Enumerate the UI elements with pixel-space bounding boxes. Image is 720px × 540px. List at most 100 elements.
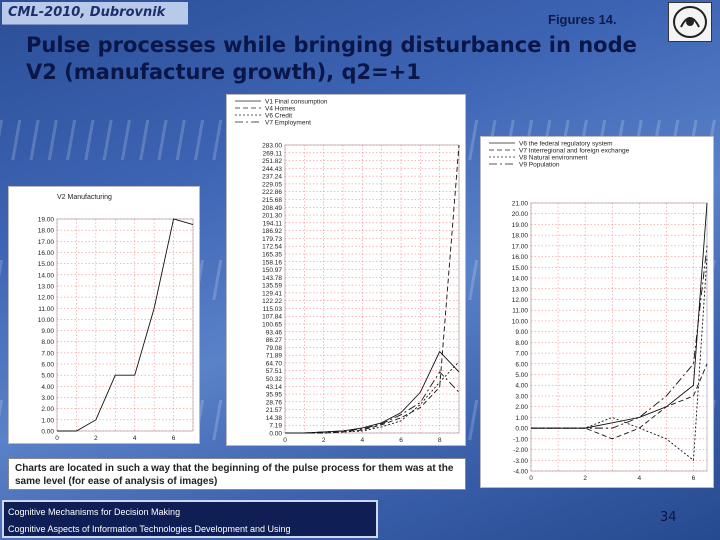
y-tick-label: 122.22: [262, 298, 282, 305]
y-tick-label: 100.65: [262, 322, 282, 329]
x-tick-label: 6: [399, 437, 403, 444]
y-tick-label: 12.00: [512, 297, 529, 304]
figure-label: Figures 14.: [548, 12, 617, 27]
y-tick-label: 57.51: [266, 368, 283, 375]
chart-v1-v4-v6-v7: V1 Final consumption V4 Homes V6 Credit V7 …: [226, 94, 466, 446]
y-tick-label: 10.00: [512, 318, 529, 325]
footer-line-2: Cognitive Aspects of Information Technol…: [8, 524, 291, 534]
y-tick-label: 9.00: [41, 328, 54, 335]
y-tick-label: -2.00: [513, 447, 528, 454]
y-tick-label: 3.00: [41, 395, 54, 402]
x-tick-label: 4: [133, 435, 137, 442]
legend-entry: V6 Credit: [265, 113, 292, 120]
y-tick-label: 0.00: [515, 426, 528, 433]
y-tick-label: 21.57: [266, 407, 283, 414]
y-tick-label: 71.89: [266, 353, 283, 360]
conference-tag: CML-2010, Dubrovnik: [2, 2, 188, 25]
y-tick-label: 93.46: [266, 329, 283, 336]
x-tick-label: 8: [438, 437, 442, 444]
slide-title: Pulse processes while bringing disturban…: [26, 32, 666, 86]
y-tick-label: 283.00: [262, 143, 282, 150]
legend-entry: V8 Natural environment: [519, 155, 587, 162]
page-number: 34: [660, 510, 677, 525]
y-tick-label: 14.00: [512, 276, 529, 283]
y-tick-label: -1.00: [513, 436, 528, 443]
seal-icon: [668, 2, 712, 42]
x-tick-label: 0: [55, 435, 59, 442]
y-tick-label: 19.00: [512, 222, 529, 229]
y-tick-label: 21.00: [512, 201, 529, 208]
series-line: [57, 218, 194, 432]
footer-line-1: Cognitive Mechanisms for Decision Making: [8, 507, 181, 517]
y-tick-label: 3.00: [515, 393, 528, 400]
x-tick-label: 4: [361, 437, 365, 444]
y-tick-label: 17.00: [512, 243, 529, 250]
x-tick-label: 6: [692, 475, 696, 482]
y-tick-label: 0.00: [269, 431, 282, 438]
y-tick-label: 2.00: [515, 404, 528, 411]
y-tick-label: 0.00: [41, 429, 54, 436]
y-tick-label: 172.54: [262, 244, 282, 251]
title-line-2: V2 (manufacture growth), q2=+1: [26, 60, 421, 84]
y-tick-label: 135.59: [262, 283, 282, 290]
y-tick-label: 15.00: [38, 261, 55, 268]
legend-entry: V4 Homes: [265, 106, 296, 113]
y-tick-label: 186.92: [262, 228, 282, 235]
y-tick-label: 150.97: [262, 267, 282, 274]
y-tick-label: 12.00: [38, 295, 55, 302]
y-tick-label: 43.14: [266, 384, 283, 391]
x-tick-label: 0: [283, 437, 287, 444]
y-tick-label: 14.38: [266, 415, 283, 422]
y-tick-label: 269.11: [263, 150, 283, 157]
y-tick-label: 7.19: [269, 423, 282, 430]
y-tick-label: 11.00: [38, 306, 54, 313]
y-tick-label: 8.00: [515, 340, 528, 347]
y-tick-label: 158.16: [262, 259, 282, 266]
y-tick-label: 5.00: [41, 373, 54, 380]
y-tick-label: 1.00: [515, 415, 528, 422]
legend-entry: V7 Interregional and foreign exchange: [519, 148, 630, 155]
y-tick-label: 222.86: [262, 189, 282, 196]
legend-entry: V9 Population: [519, 162, 560, 169]
y-tick-label: 17.00: [38, 239, 55, 246]
y-tick-label: 79.08: [266, 345, 283, 352]
x-tick-label: 6: [172, 435, 176, 442]
y-tick-label: -3.00: [513, 458, 528, 465]
y-tick-label: 215.68: [262, 197, 282, 204]
y-tick-label: 4.00: [41, 384, 54, 391]
footer-box: Cognitive Mechanisms for Decision Making…: [2, 500, 378, 538]
y-tick-label: 179.73: [262, 236, 282, 243]
y-tick-label: 64.70: [266, 360, 283, 367]
x-tick-label: 2: [583, 475, 587, 482]
y-tick-label: 13.00: [38, 283, 55, 290]
legend-entry: V6 the federal regulatory system: [519, 141, 613, 148]
y-tick-label: 8.00: [41, 339, 54, 346]
y-tick-label: 251.82: [262, 158, 282, 165]
chart-caption: Charts are located in such a way that th…: [8, 458, 466, 490]
y-tick-label: 10.00: [38, 317, 55, 324]
y-tick-label: 14.00: [38, 272, 55, 279]
chart-v6-v7-v8-v9: V6 the federal regulatory system V7 Inter…: [480, 136, 714, 488]
legend-entry: V1 Final consumption: [265, 99, 328, 106]
y-tick-label: 16.00: [512, 254, 529, 261]
chart-v2-manufacturing: V2 Manufacturing 19.00 18.00 17.00 16.00 15.0…: [8, 186, 200, 444]
y-tick-label: 1.00: [41, 417, 54, 424]
y-tick-label: -4.00: [513, 469, 528, 476]
y-tick-label: 16.00: [38, 250, 55, 257]
series-line: [531, 363, 708, 440]
y-tick-label: 143.78: [262, 275, 282, 282]
chart-title: V2 Manufacturing: [57, 194, 112, 201]
x-tick-label: 2: [94, 435, 98, 442]
x-tick-label: 0: [529, 475, 533, 482]
y-tick-label: 6.00: [41, 362, 54, 369]
y-tick-label: 13.00: [512, 286, 529, 293]
y-tick-label: 19.00: [38, 217, 55, 224]
y-tick-label: 35.95: [266, 392, 283, 399]
y-tick-label: 244.43: [262, 166, 282, 173]
y-tick-label: 115.03: [263, 306, 283, 313]
y-tick-label: 229.05: [262, 181, 282, 188]
y-tick-label: 208.49: [262, 205, 282, 212]
y-tick-label: 6.00: [515, 361, 528, 368]
y-tick-label: 50.32: [266, 376, 283, 383]
series-line: [531, 202, 708, 429]
